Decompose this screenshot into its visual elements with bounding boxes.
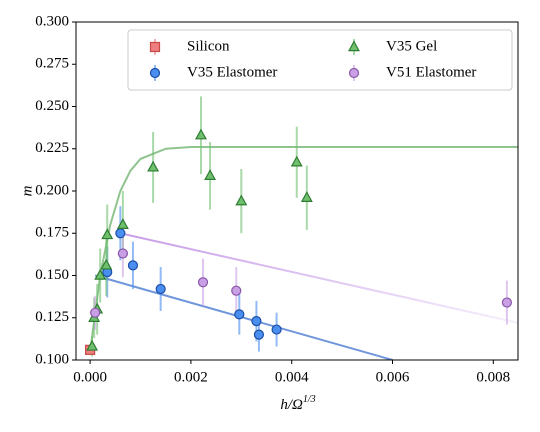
marker bbox=[197, 277, 209, 288]
marker bbox=[235, 194, 248, 206]
marker bbox=[147, 160, 160, 172]
marker bbox=[251, 316, 262, 327]
y-tick-label: 0.300 bbox=[35, 13, 69, 29]
y-tick-label: 0.250 bbox=[35, 98, 69, 114]
fit-line bbox=[120, 232, 518, 324]
x-tick-label: 0.004 bbox=[275, 369, 309, 385]
marker bbox=[86, 339, 99, 351]
marker bbox=[253, 329, 265, 340]
marker bbox=[149, 41, 161, 53]
marker bbox=[115, 228, 126, 239]
legend-label: V51 Elastomer bbox=[386, 64, 476, 80]
marker bbox=[290, 155, 303, 167]
y-axis-label: m bbox=[19, 185, 35, 196]
legend-label: Silicon bbox=[187, 38, 230, 54]
marker bbox=[117, 248, 128, 259]
marker bbox=[348, 40, 360, 52]
y-tick-label: 0.150 bbox=[35, 267, 69, 283]
marker bbox=[101, 228, 114, 240]
legend: Silicon V35 Elastomer V35 Gel V51 Elastomer bbox=[127, 29, 513, 91]
y-tick-label: 0.275 bbox=[35, 56, 69, 72]
marker bbox=[300, 191, 313, 202]
x-axis-label: h/Ω1/3 bbox=[280, 394, 315, 413]
marker bbox=[127, 260, 139, 271]
y-tick-label: 0.125 bbox=[35, 309, 69, 325]
legend-label: V35 Elastomer bbox=[187, 64, 277, 80]
plot-area bbox=[85, 96, 518, 360]
marker bbox=[94, 268, 107, 280]
fit-line bbox=[89, 146, 518, 352]
marker bbox=[348, 67, 360, 79]
marker bbox=[116, 218, 129, 229]
marker bbox=[234, 309, 245, 320]
x-tick-label: 0.006 bbox=[376, 369, 410, 385]
x-tick-label: 0.008 bbox=[476, 369, 510, 385]
x-tick-label: 0.002 bbox=[174, 369, 208, 385]
marker bbox=[100, 258, 113, 270]
y-tick-label: 0.200 bbox=[35, 182, 69, 198]
x-tick-label: 0.000 bbox=[73, 369, 107, 385]
marker bbox=[231, 285, 242, 296]
legend-label: V35 Gel bbox=[386, 38, 437, 54]
y-tick-label: 0.175 bbox=[35, 225, 69, 241]
marker bbox=[501, 297, 513, 308]
marker bbox=[90, 307, 101, 318]
marker bbox=[271, 324, 282, 335]
legend-frame bbox=[127, 29, 513, 91]
marker bbox=[204, 169, 217, 180]
y-tick-label: 0.225 bbox=[35, 140, 69, 156]
marker bbox=[149, 67, 161, 79]
y-tick-label: 0.100 bbox=[35, 351, 69, 367]
marker bbox=[155, 283, 166, 295]
x-label-base: h/Ω bbox=[280, 397, 303, 413]
fit-line bbox=[94, 274, 393, 360]
marker bbox=[195, 128, 207, 140]
x-label-sup: 1/3 bbox=[303, 394, 316, 405]
